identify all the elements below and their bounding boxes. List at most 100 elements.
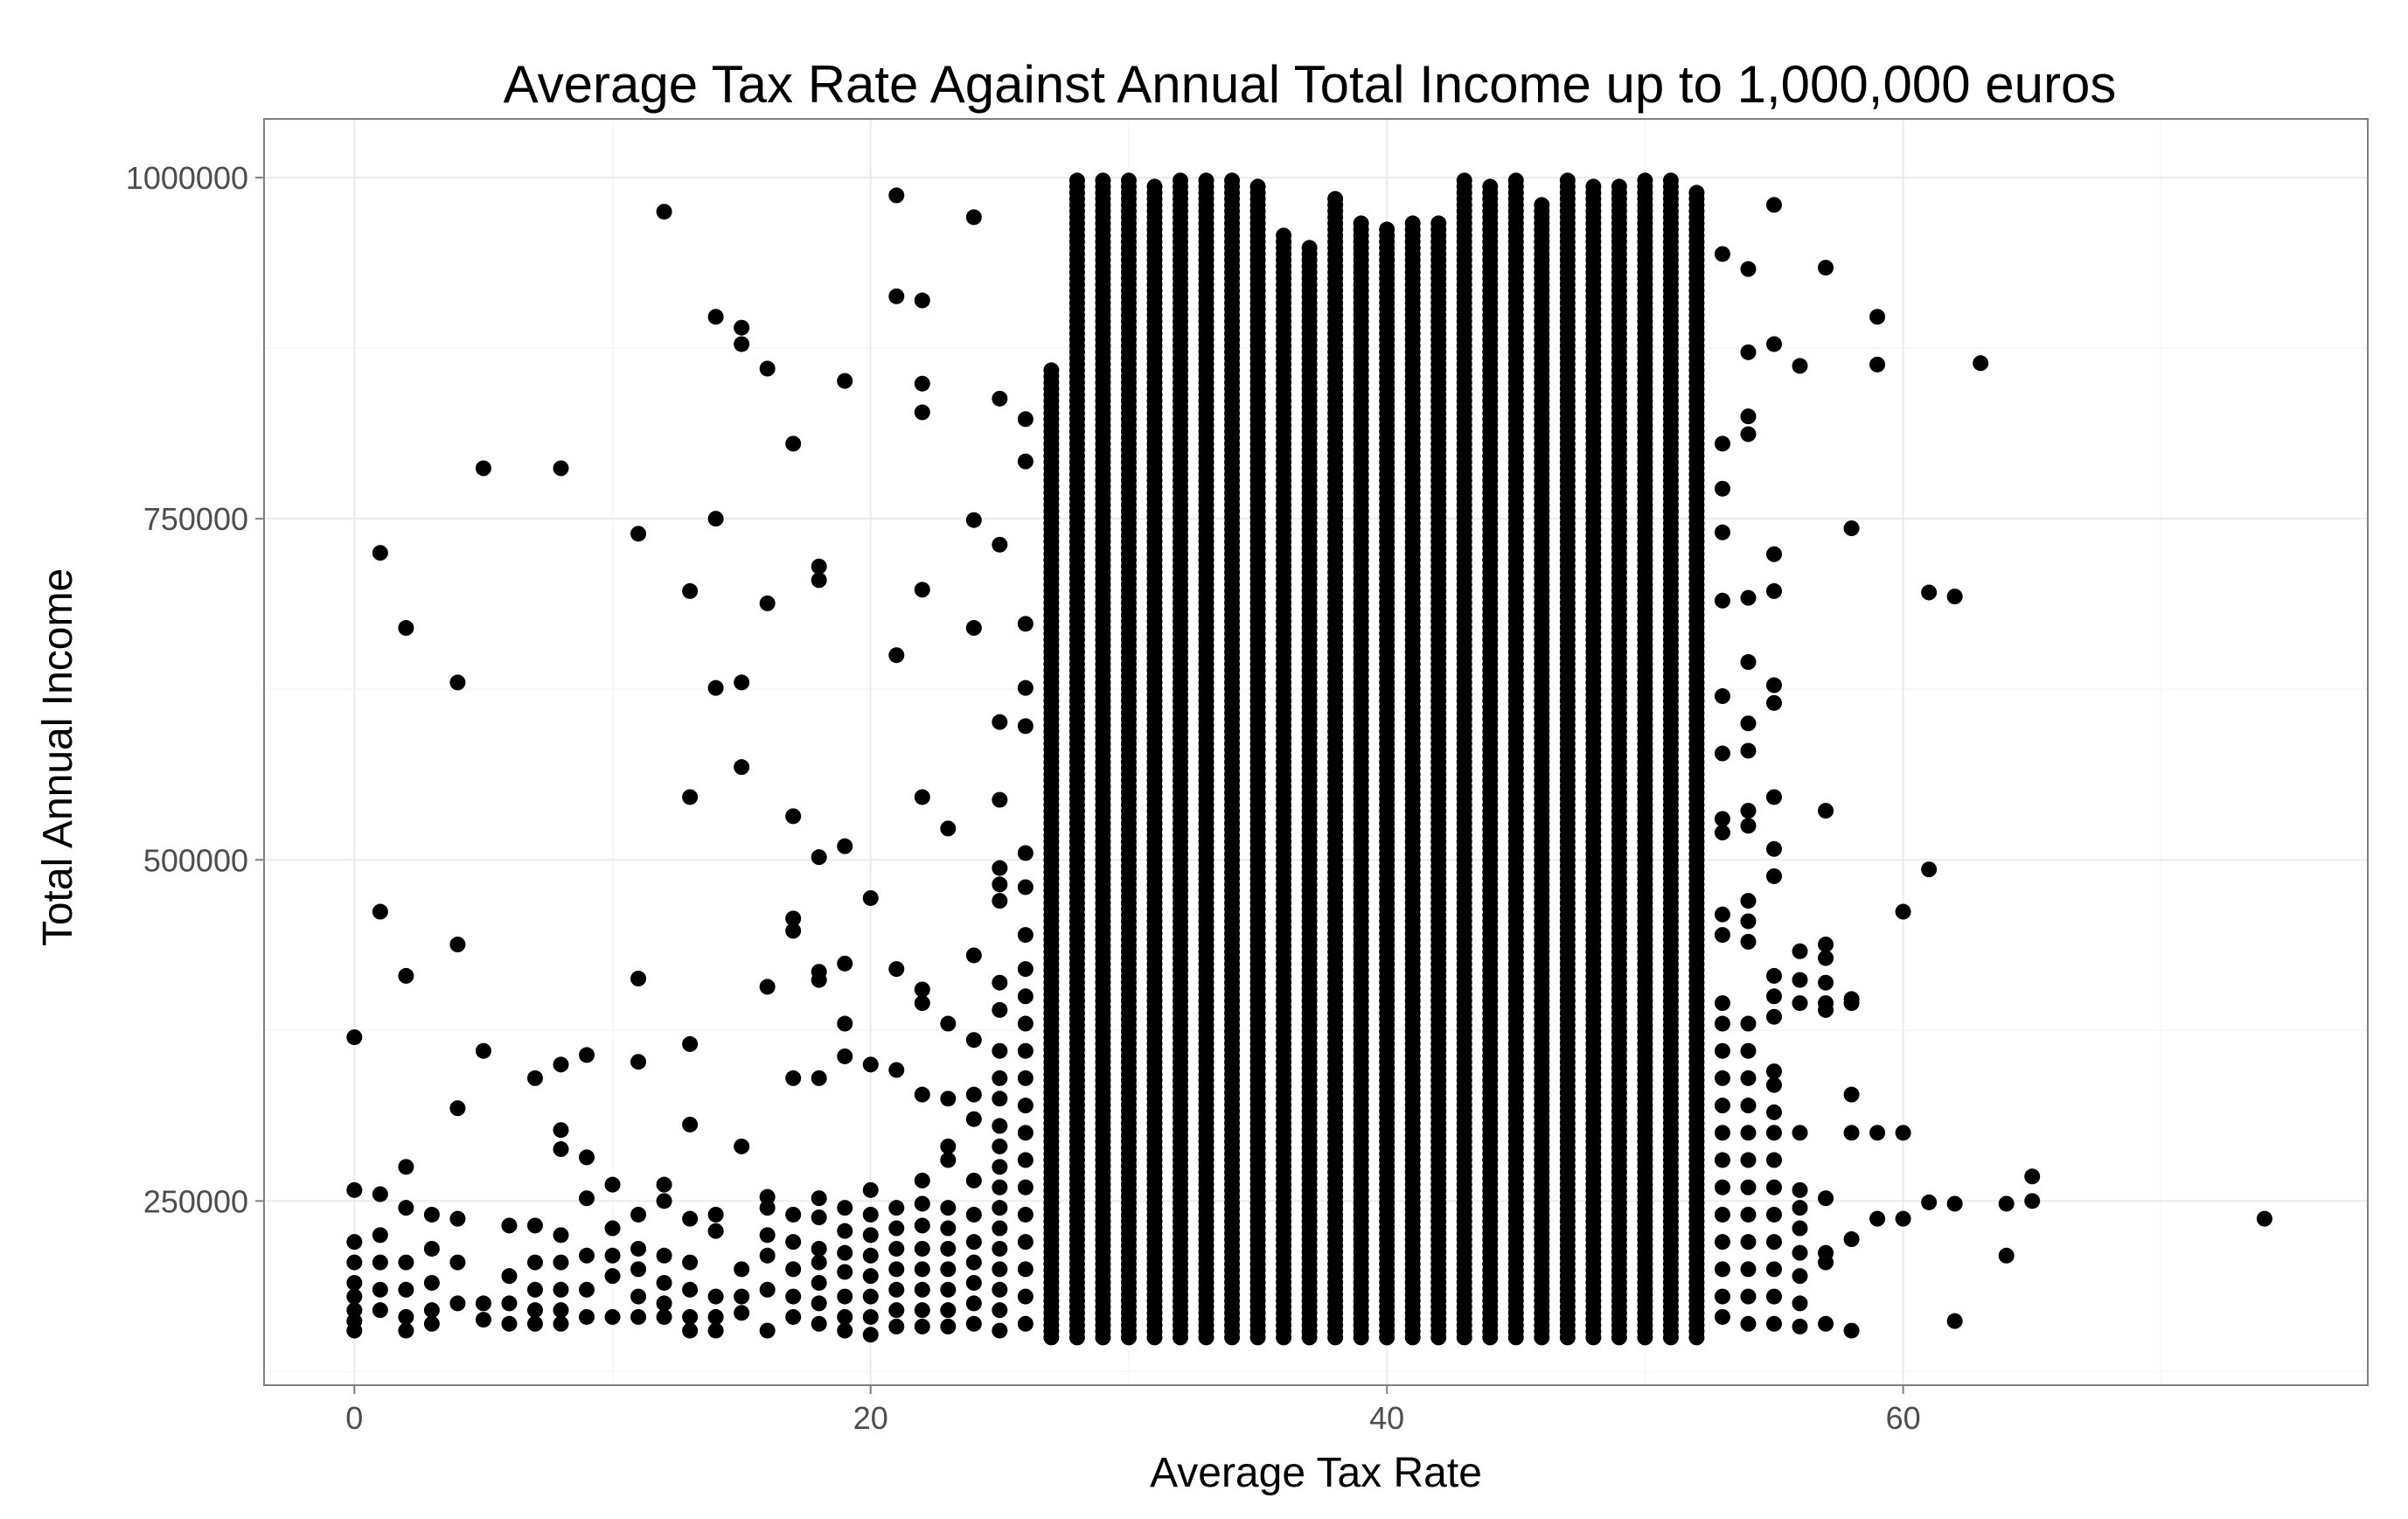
data-point	[346, 1274, 363, 1291]
data-point	[553, 1141, 569, 1158]
data-point	[1095, 172, 1111, 189]
data-point	[811, 1070, 827, 1086]
data-point	[501, 1217, 518, 1234]
data-point	[734, 1305, 750, 1321]
data-point	[475, 1312, 491, 1328]
data-point	[346, 1322, 363, 1339]
data-point	[449, 1254, 466, 1271]
data-point	[630, 971, 647, 987]
data-point	[423, 1302, 440, 1319]
data-point	[759, 1247, 776, 1264]
data-point	[811, 972, 827, 988]
data-point	[1534, 197, 1550, 213]
data-point	[1662, 172, 1679, 189]
data-point	[785, 1288, 802, 1305]
data-point	[759, 595, 776, 611]
data-point	[1327, 191, 1344, 207]
data-point	[1353, 215, 1369, 232]
data-point	[707, 1322, 724, 1339]
data-point	[553, 1254, 569, 1271]
data-point	[372, 545, 388, 561]
data-point	[1507, 172, 1524, 189]
data-point	[630, 1054, 647, 1070]
data-point	[1173, 172, 1189, 189]
data-point	[423, 1240, 440, 1257]
data-point	[1301, 240, 1318, 256]
data-point	[449, 1100, 466, 1117]
data-point	[785, 808, 802, 825]
data-point	[785, 1206, 802, 1223]
data-point	[526, 1302, 543, 1319]
data-point	[759, 360, 776, 377]
data-point	[604, 1247, 621, 1264]
data-point	[475, 460, 491, 477]
data-point	[475, 1042, 491, 1059]
data-point	[553, 1281, 569, 1298]
data-point	[734, 1288, 750, 1305]
data-point	[1430, 215, 1447, 232]
data-point	[656, 1193, 672, 1209]
data-point	[811, 849, 827, 866]
data-point	[707, 1288, 724, 1305]
data-point	[398, 1322, 414, 1339]
data-point	[423, 1206, 440, 1223]
data-point	[682, 1035, 699, 1052]
data-point	[501, 1268, 518, 1285]
data-point	[398, 1159, 414, 1175]
data-point	[682, 789, 699, 805]
data-point	[372, 1281, 388, 1298]
data-point	[759, 1322, 776, 1339]
data-point	[785, 1261, 802, 1278]
data-point	[759, 1281, 776, 1298]
data-point	[707, 309, 724, 325]
data-point	[449, 1210, 466, 1227]
data-point	[785, 1308, 802, 1325]
data-point	[1276, 227, 1292, 244]
data-point	[579, 1247, 595, 1264]
data-point	[707, 679, 724, 696]
data-point	[526, 1217, 543, 1234]
data-point	[423, 1274, 440, 1291]
data-point	[1043, 362, 1060, 379]
data-point	[811, 558, 827, 575]
data-point	[759, 979, 776, 995]
data-point	[1585, 178, 1602, 195]
data-point	[1379, 221, 1395, 238]
data-point	[630, 1261, 647, 1278]
data-point	[656, 1274, 672, 1291]
data-point	[526, 1315, 543, 1332]
data-point	[346, 1288, 363, 1305]
data-point	[682, 1254, 699, 1271]
data-point	[656, 1247, 672, 1264]
data-point	[579, 1281, 595, 1298]
data-point	[1559, 172, 1576, 189]
data-point	[1688, 185, 1705, 201]
data-point	[579, 1047, 595, 1063]
data-point	[1249, 178, 1266, 195]
data-point	[372, 1186, 388, 1202]
data-point	[501, 1295, 518, 1312]
data-point	[449, 937, 466, 953]
data-point	[1198, 172, 1214, 189]
data-point	[630, 1240, 647, 1257]
data-point	[372, 1227, 388, 1244]
data-point	[656, 204, 672, 220]
data-point	[526, 1254, 543, 1271]
data-point	[398, 620, 414, 637]
data-point	[682, 1308, 699, 1325]
data-point	[1611, 178, 1627, 195]
data-point	[1404, 215, 1421, 232]
chart-title: Average Tax Rate Against Annual Total In…	[504, 55, 2117, 114]
data-point	[372, 1254, 388, 1271]
data-point	[734, 1261, 750, 1278]
data-point	[1068, 172, 1085, 189]
data-point	[423, 1315, 440, 1332]
data-point	[346, 1254, 363, 1271]
data-point	[785, 435, 802, 452]
data-point	[553, 1122, 569, 1139]
data-point	[398, 1200, 414, 1216]
data-point	[501, 1315, 518, 1332]
data-point	[759, 1227, 776, 1244]
data-point	[398, 1254, 414, 1271]
